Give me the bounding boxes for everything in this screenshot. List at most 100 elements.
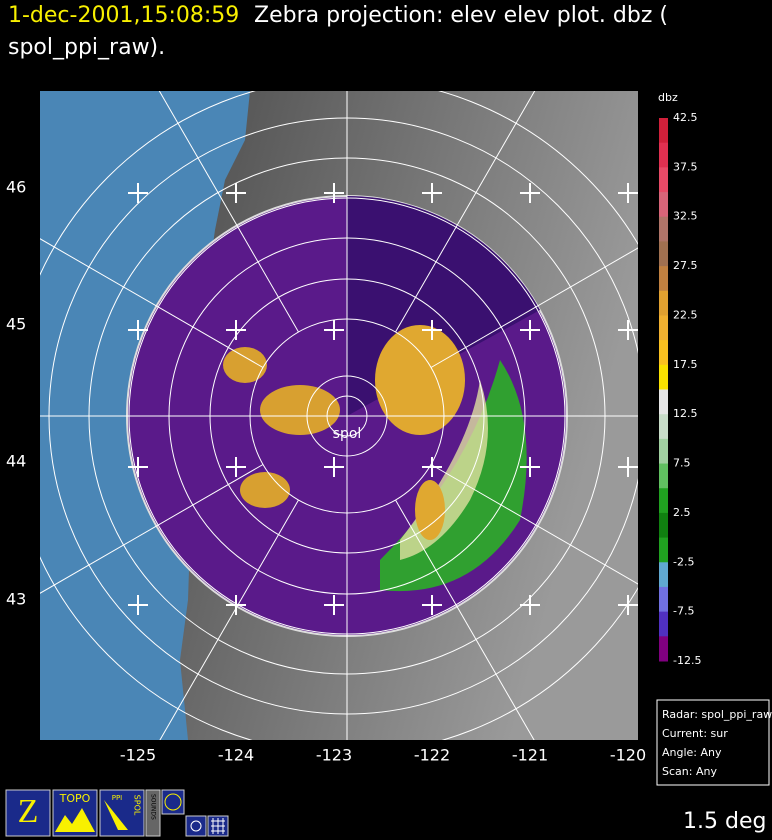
colorbar-swatch [659, 364, 668, 390]
rings-graphic [164, 793, 182, 811]
title: Zebra projection: elev elev plot. dbz ( [254, 3, 668, 28]
colorbar-swatch [659, 512, 668, 539]
colorbar-label: 2.5 [673, 506, 691, 519]
colorbar-swatch [659, 463, 668, 489]
colorbar-label: 32.5 [673, 210, 698, 223]
colorbar-label: -7.5 [673, 605, 694, 618]
info-line: Radar: spol_ppi_raw [662, 708, 772, 721]
grid-cross [520, 183, 540, 203]
echo-yellow [223, 347, 267, 383]
grid-cross [226, 320, 246, 340]
grid-cross [520, 320, 540, 340]
colorbar-label: 7.5 [673, 457, 691, 470]
grid-cross [422, 595, 442, 615]
colorbar-swatch [659, 562, 668, 588]
colorbar-title: dbz [658, 91, 678, 104]
center-icon[interactable] [185, 815, 207, 837]
grid-cross [618, 457, 638, 477]
colorbar-swatch [659, 636, 668, 662]
info-line: Scan: Any [662, 765, 717, 778]
colorbar-swatch [659, 118, 668, 144]
colorbar-swatch [659, 192, 668, 218]
spoke [159, 499, 299, 740]
colorbar-label: 17.5 [673, 358, 698, 371]
colorbar-swatch [659, 438, 668, 465]
colorbar-label: 12.5 [673, 407, 698, 420]
grid-cross [128, 457, 148, 477]
elevation: 1.5 deg [683, 809, 766, 834]
grid-cross [618, 595, 638, 615]
grid-cross [422, 320, 442, 340]
colorbar-label: 37.5 [673, 160, 698, 173]
lon-label: -122 [414, 746, 450, 765]
lon-label: -125 [120, 746, 156, 765]
colorbar-swatch [659, 414, 668, 440]
lat-label: 43 [6, 590, 26, 609]
colorbar: 42.5 37.5 32.5 27.5 22.5 17.5 12.5 7.5 2.5 -2.5 -7… [659, 111, 701, 667]
colorbar-label: -12.5 [673, 654, 701, 667]
lon-label: -121 [512, 746, 548, 765]
colorbar-label: 22.5 [673, 308, 698, 321]
echo-yellow [260, 385, 340, 435]
colorbar-swatch [659, 586, 668, 613]
spoke [40, 464, 264, 594]
lat-label: 45 [6, 315, 26, 334]
lat-label: 46 [6, 178, 26, 197]
ppi-graphic [104, 800, 128, 830]
title-line2: spol_ppi_raw). [8, 35, 165, 60]
spoke [430, 247, 638, 368]
grid-cross [226, 183, 246, 203]
colorbar-swatch [659, 537, 668, 563]
colorbar-swatch [659, 241, 668, 267]
lon-label: -120 [610, 746, 646, 765]
colorbar-swatch [659, 216, 668, 242]
colorbar-label: -2.5 [673, 555, 694, 568]
grid-cross [324, 595, 344, 615]
echo-yellow [415, 480, 445, 540]
sounds-label: SOUNDS [150, 794, 157, 820]
colorbar-swatch [659, 611, 668, 637]
lat-label: 44 [6, 452, 26, 471]
colorbar-swatch [659, 389, 668, 415]
sounds-icon[interactable] [145, 789, 161, 837]
zebra-logo: Z [18, 793, 39, 830]
topo-label: TOPO [59, 792, 91, 805]
colorbar-swatch [659, 167, 668, 193]
spoke [395, 499, 535, 740]
spoke [430, 464, 638, 585]
range-rings [40, 91, 638, 740]
grid-graphic [211, 818, 225, 834]
grid-cross [128, 183, 148, 203]
colorbar-swatch [659, 488, 668, 514]
radar-label: spol [333, 426, 362, 442]
echo-yellow [375, 325, 465, 435]
spoke [395, 91, 536, 333]
grid-cross [422, 183, 442, 203]
grid-cross [324, 320, 344, 340]
topo-graphic [55, 808, 95, 832]
lon-label: -123 [316, 746, 352, 765]
info-line: Current: sur [662, 727, 728, 740]
grid-cross [324, 457, 344, 477]
grid-cross [520, 595, 540, 615]
spoke [40, 238, 264, 368]
lon-label: -124 [218, 746, 254, 765]
grid-cross [422, 457, 442, 477]
info-lines: Radar: spol_ppi_raw Current: sur Angle: An… [662, 708, 772, 778]
spoke [158, 91, 299, 333]
grid-cross [128, 320, 148, 340]
colorbar-swatch [659, 290, 668, 316]
grid-cross [520, 457, 540, 477]
colorbar-swatch [659, 315, 668, 341]
colorbar-label: 42.5 [673, 111, 698, 124]
ppi-label: PPI [112, 794, 123, 802]
colorbar-swatch [659, 142, 668, 168]
zebra-icon[interactable] [5, 789, 51, 837]
icon-bar: Z TOPO PPI SPOL SOUNDS [5, 789, 229, 837]
spol-label: SPOL [133, 795, 142, 816]
info-line: Angle: Any [662, 746, 722, 759]
colorbar-swatch [659, 266, 668, 292]
grid-cross [618, 320, 638, 340]
grid-cross [226, 457, 246, 477]
